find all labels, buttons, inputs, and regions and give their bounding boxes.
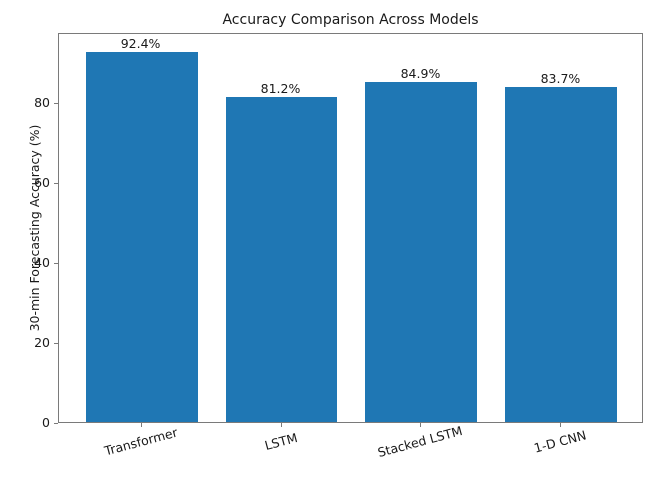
- x-tick-label-1-d-cnn: 1-D CNN: [532, 427, 589, 456]
- x-tick-label-stacked-lstm: Stacked LSTM: [376, 422, 465, 461]
- chart-title: Accuracy Comparison Across Models: [222, 12, 479, 28]
- y-tick-label-60: 60: [34, 175, 50, 190]
- y-tick-mark: [54, 103, 58, 104]
- y-tick-label-40: 40: [34, 255, 50, 270]
- y-tick-mark: [54, 423, 58, 424]
- bar-stacked-lstm: [365, 82, 478, 422]
- x-tick-mark: [560, 423, 562, 427]
- y-axis-label: 30-min Forecasting Accuracy (%): [27, 124, 42, 332]
- bar-value-label-lstm: 81.2%: [260, 81, 301, 97]
- bar-transformer: [85, 52, 198, 422]
- y-tick-mark: [54, 263, 58, 264]
- y-tick-mark: [54, 343, 58, 344]
- y-tick-label-0: 0: [42, 415, 50, 430]
- x-tick-label-lstm: LSTM: [262, 429, 299, 454]
- y-tick-mark: [54, 183, 58, 184]
- bar-value-label-1-d-cnn: 83.7%: [540, 71, 581, 87]
- y-tick-label-80: 80: [34, 95, 50, 110]
- y-tick-label-20: 20: [34, 335, 50, 350]
- x-tick-mark: [280, 423, 282, 427]
- bar-value-label-transformer: 92.4%: [120, 36, 161, 52]
- plot-area: [58, 33, 643, 423]
- bar-value-label-stacked-lstm: 84.9%: [400, 66, 441, 82]
- bar-1-d-cnn: [505, 87, 618, 422]
- bar-lstm: [225, 97, 338, 422]
- x-tick-label-transformer: Transformer: [102, 424, 179, 459]
- x-tick-mark: [420, 423, 422, 427]
- x-tick-mark: [140, 423, 142, 427]
